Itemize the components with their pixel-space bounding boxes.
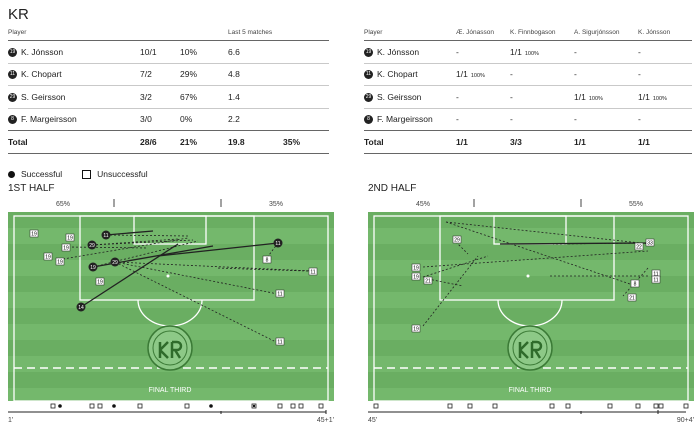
- svg-text:22: 22: [636, 245, 642, 251]
- timeline-end: 45+1': [317, 417, 334, 424]
- table-row[interactable]: 19 K. Jónsson - 1/1 100% - -: [364, 40, 692, 63]
- svg-text:19: 19: [45, 255, 51, 261]
- svg-text:11: 11: [277, 292, 282, 298]
- col-last5: Last 5 matches: [228, 24, 283, 41]
- second-half-title: 2ND HALF: [368, 183, 417, 194]
- svg-text:19: 19: [90, 265, 96, 271]
- club-logo-icon: [507, 325, 553, 371]
- first-half-pitch: 65% 35% FINAL THIRD: [8, 199, 334, 402]
- right-percentage: 55%: [629, 201, 643, 208]
- left-percentage: 45%: [416, 201, 430, 208]
- svg-text:11: 11: [653, 278, 658, 284]
- player-stats-table: Player Last 5 matches 19 K. Jónsson 10/1 1…: [8, 24, 329, 154]
- team-title: KR: [8, 6, 29, 23]
- table-row[interactable]: 19 K. Jónsson 10/1 10% 6.6: [8, 40, 329, 63]
- svg-text:19: 19: [413, 275, 419, 281]
- svg-text:19: 19: [67, 236, 73, 242]
- second-half-pitch: 45% 55% FINAL THIRD: [368, 199, 694, 402]
- pass-origin-dots: 11 29 19 29 14 11: [76, 230, 283, 312]
- final-third-label: FINAL THIRD: [149, 387, 192, 394]
- pass-matrix-table: Player Æ. Jónasson K. Finnbogason A. Sig…: [364, 24, 692, 154]
- first-half-panel: 65% 35% FINAL THIRD: [8, 196, 334, 424]
- svg-text:33: 33: [647, 241, 653, 247]
- svg-text:14: 14: [78, 305, 84, 311]
- svg-text:19: 19: [413, 266, 419, 272]
- final-third-label: FINAL THIRD: [509, 387, 552, 394]
- svg-text:29: 29: [454, 238, 460, 244]
- unsuccessful-square-icon: [82, 169, 92, 179]
- first-half-timeline: 1' 45+1': [8, 403, 334, 424]
- svg-text:8: 8: [634, 282, 637, 288]
- successful-dot-icon: [8, 170, 15, 178]
- table-row[interactable]: 8 F. Margeirsson 3/0 0% 2.2: [8, 107, 329, 131]
- table-row[interactable]: 8 F. Margeirsson - - - -: [364, 107, 692, 131]
- svg-text:11: 11: [310, 270, 315, 276]
- second-half-timeline: 45' 90+4': [368, 403, 694, 424]
- svg-text:11: 11: [275, 241, 280, 247]
- svg-text:29: 29: [112, 260, 118, 266]
- svg-text:19: 19: [97, 280, 103, 286]
- svg-text:19: 19: [413, 327, 419, 333]
- svg-text:8: 8: [266, 258, 269, 264]
- svg-text:29: 29: [89, 243, 95, 249]
- second-half-panel: 45% 55% FINAL THIRD: [368, 196, 694, 424]
- svg-text:19: 19: [31, 232, 37, 238]
- right-percentage: 35%: [269, 201, 283, 208]
- svg-text:21: 21: [425, 279, 431, 285]
- svg-text:21: 21: [629, 296, 635, 302]
- pass-markers: 19 19 19 19 19 19 8 11 11 11: [29, 229, 318, 346]
- svg-text:11: 11: [103, 233, 108, 239]
- table-total-row: Total 28/6 21% 19.8 35%: [8, 130, 329, 154]
- pitch-stripes: [8, 212, 334, 401]
- timeline-start: 1': [8, 417, 13, 424]
- table-row[interactable]: 11 K. Chopart 1/1 100% - - -: [364, 62, 692, 86]
- first-half-title: 1ST HALF: [8, 183, 55, 194]
- timeline-end: 90+4': [677, 417, 694, 424]
- svg-text:19: 19: [63, 246, 69, 252]
- table-row[interactable]: 29 S. Geirsson 3/2 67% 1.4: [8, 85, 329, 108]
- club-logo-icon: [147, 325, 193, 371]
- svg-text:11: 11: [277, 340, 282, 346]
- left-percentage: 65%: [56, 201, 70, 208]
- svg-text:19: 19: [57, 260, 63, 266]
- table-total-row: Total 1/1 3/3 1/1 1/1: [364, 130, 692, 154]
- timeline-start: 45': [368, 417, 377, 424]
- col-player: Player: [8, 24, 140, 41]
- table-row[interactable]: 11 K. Chopart 7/2 29% 4.8: [8, 62, 329, 86]
- legend: Successful Unsuccessful: [8, 169, 148, 179]
- table-row[interactable]: 29 S. Geirsson - - 1/1 100% 1/1 100%: [364, 85, 692, 108]
- svg-text:11: 11: [653, 272, 658, 278]
